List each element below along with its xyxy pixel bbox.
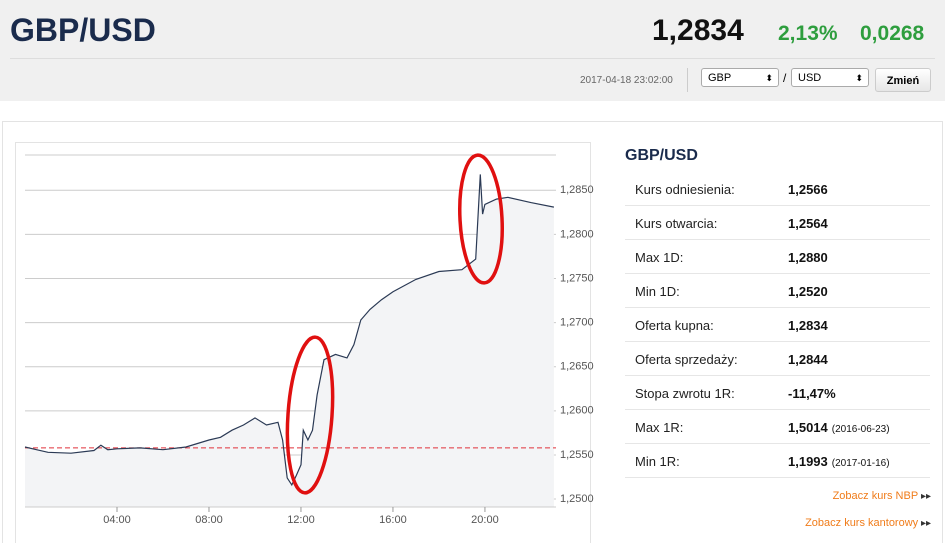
area [25, 174, 554, 507]
change-button[interactable]: Zmień [875, 68, 931, 92]
x-tick-label: 08:00 [195, 514, 223, 526]
divider [687, 68, 688, 92]
y-tick-label: 1,2550 [560, 449, 594, 461]
table-row: Max 1R: 1,5014 (2016-06-23) [625, 410, 930, 444]
row-value-cell: 1,2834 [788, 318, 828, 333]
row-value: 1,2564 [788, 216, 828, 231]
row-label: Oferta kupna: [635, 318, 714, 333]
row-value: 1,2844 [788, 352, 828, 367]
row-label: Kurs otwarcia: [635, 216, 718, 231]
row-label: Oferta sprzedaży: [635, 352, 738, 367]
row-label: Max 1R: [635, 420, 684, 435]
pair-title: GBP/USD [10, 12, 156, 48]
row-label: Kurs odniesienia: [635, 182, 735, 197]
base-select[interactable]: GBP [701, 68, 779, 88]
panel [2, 121, 943, 543]
chart: 1,2500 1,2550 1,2600 1,2650 1,2700 1,2750 1,28… [24, 153, 594, 526]
table-row: Max 1D: 1,2880 [625, 240, 930, 274]
x-tick-label: 16:00 [379, 514, 407, 526]
table-row: Oferta sprzedaży: 1,2844 [625, 342, 930, 376]
y-tick-label: 1,2850 [560, 184, 594, 196]
highlight [458, 153, 504, 285]
y-tick-label: 1,2800 [560, 228, 594, 240]
table-row: Min 1R: 1,1993 (2017-01-16) [625, 444, 930, 478]
price: 1,2834 [652, 14, 744, 47]
row-value-cell: 1,2844 [788, 352, 828, 367]
row-value-cell: -11,47% [788, 386, 836, 401]
row-value: 1,2834 [788, 318, 828, 333]
table-row: Kurs odniesienia: 1,2566 [625, 172, 930, 206]
link[interactable]: Zobacz kurs NBP [833, 490, 931, 502]
table-row: Oferta kupna: 1,2834 [625, 308, 930, 342]
timestamp: 2017-04-18 23:02:00 [580, 75, 673, 86]
row-value-cell: 1,2564 [788, 216, 828, 231]
row-value-cell: 1,1993 (2017-01-16) [788, 454, 890, 469]
row-value-cell: 1,2520 [788, 284, 828, 299]
table-row: Stopa zwrotu 1R: -11,47% [625, 376, 930, 410]
x-tick-label: 04:00 [103, 514, 131, 526]
quote-select[interactable]: USD [791, 68, 869, 88]
x-tick-label: 20:00 [471, 514, 499, 526]
table-row: Min 1D: 1,2520 [625, 274, 930, 308]
link[interactable]: Zobacz kurs kantorowy [805, 517, 931, 529]
y-tick-label: 1,2500 [560, 493, 594, 505]
row-value-cell: 1,2566 [788, 182, 828, 197]
separator: / [783, 71, 787, 85]
divider [10, 58, 935, 59]
row-value-cell: 1,2880 [788, 250, 828, 265]
change-pct: 2,13% [778, 22, 838, 45]
row-label: Max 1D: [635, 250, 684, 265]
y-tick-label: 1,2600 [560, 405, 594, 417]
row-label: Stopa zwrotu 1R: [635, 386, 735, 401]
y-tick-label: 1,2750 [560, 272, 594, 284]
row-value: 1,2520 [788, 284, 828, 299]
stats-table: Kurs odniesienia: 1,2566 Kurs otwarcia: 1,2… [625, 172, 930, 478]
row-note: (2016-06-23) [831, 424, 890, 435]
header [0, 0, 945, 101]
row-value: 1,5014 [788, 420, 828, 435]
row-value: 1,2880 [788, 250, 828, 265]
highlight [285, 335, 335, 495]
row-value-cell: 1,5014 (2016-06-23) [788, 420, 890, 435]
row-value: -11,47% [788, 386, 836, 401]
table-row: Kurs otwarcia: 1,2564 [625, 206, 930, 240]
row-label: Min 1D: [635, 284, 680, 299]
change-abs: 0,0268 [860, 22, 925, 45]
table-title: GBP/USD [625, 147, 698, 164]
row-note: (2017-01-16) [831, 458, 890, 469]
chart-box [15, 142, 591, 543]
x-tick-label: 12:00 [287, 514, 315, 526]
row-value: 1,1993 [788, 454, 828, 469]
row-value: 1,2566 [788, 182, 828, 197]
y-tick-label: 1,2650 [560, 361, 594, 373]
y-tick-label: 1,2700 [560, 317, 594, 329]
row-label: Min 1R: [635, 454, 680, 469]
